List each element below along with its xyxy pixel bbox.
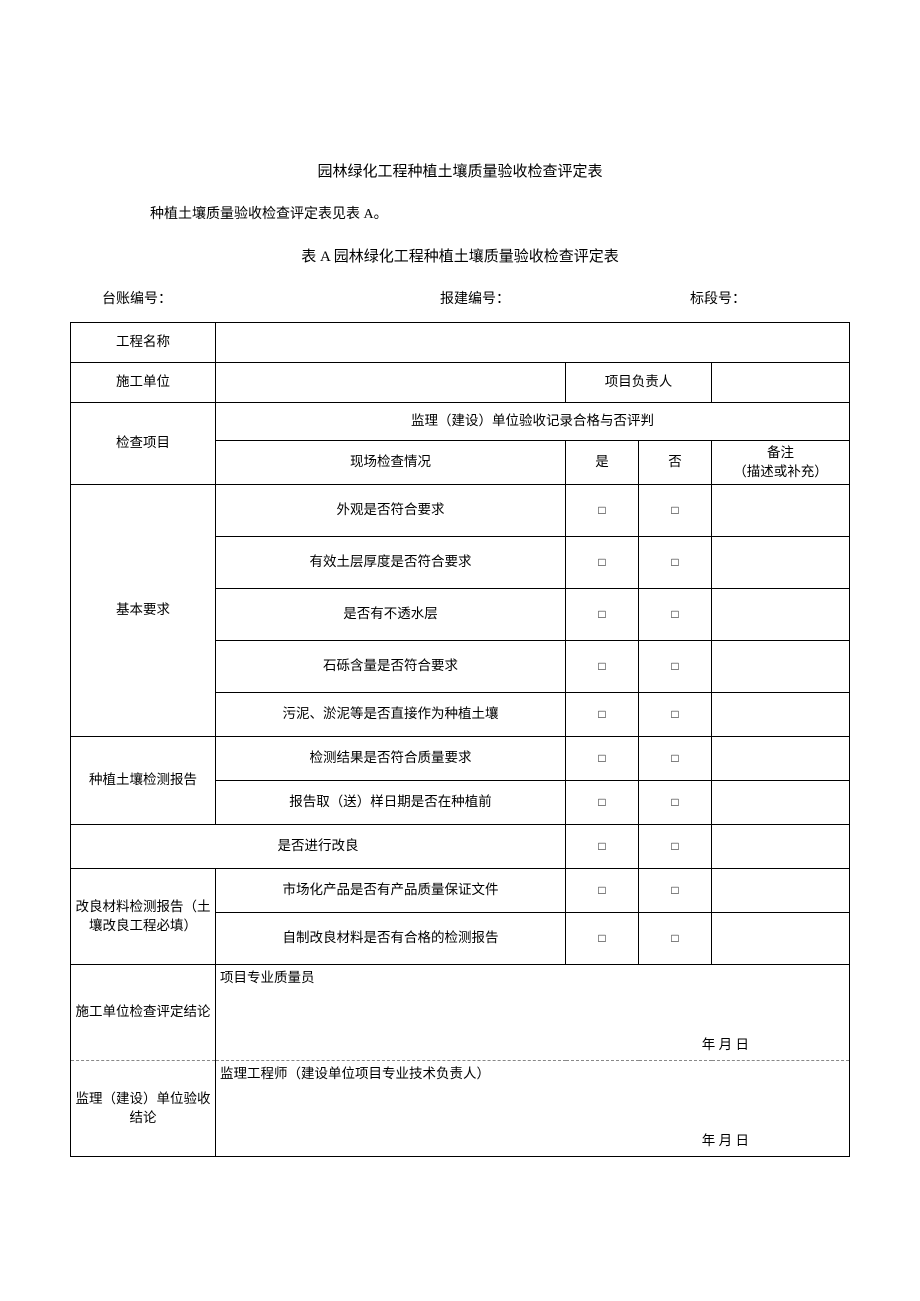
note-cell[interactable]: [712, 589, 850, 641]
note-cell[interactable]: [712, 869, 850, 913]
evaluation-table: 工程名称 施工单位 项目负责人 检查项目 监理（建设）单位验收记录合格与否评判 …: [70, 322, 850, 1157]
checkbox-no[interactable]: □: [639, 781, 712, 825]
table-row: 工程名称: [71, 323, 850, 363]
supervision-conclusion-block[interactable]: 监理工程师（建设单位项目专业技术负责人） 年 月 日: [216, 1061, 850, 1157]
no-header: 否: [639, 441, 712, 485]
checkbox-no[interactable]: □: [639, 825, 712, 869]
construction-conclusion-label: 施工单位检查评定结论: [71, 965, 216, 1061]
checkbox-yes[interactable]: □: [566, 825, 639, 869]
construction-unit-value[interactable]: [216, 363, 566, 403]
note-cell[interactable]: [712, 693, 850, 737]
checkbox-yes[interactable]: □: [566, 693, 639, 737]
section-number-label: 标段号：: [690, 288, 850, 308]
table-row: 检查项目 监理（建设）单位验收记录合格与否评判: [71, 403, 850, 441]
checkbox-yes[interactable]: □: [566, 781, 639, 825]
note-cell[interactable]: [712, 737, 850, 781]
project-leader-label: 项目负责人: [566, 363, 712, 403]
note-cell[interactable]: [712, 641, 850, 693]
checkbox-yes[interactable]: □: [566, 737, 639, 781]
checkbox-yes[interactable]: □: [566, 869, 639, 913]
construction-signer-label: 项目专业质量员: [220, 969, 315, 987]
header-row: 台账编号： 报建编号： 标段号：: [70, 288, 850, 308]
checkbox-no[interactable]: □: [639, 485, 712, 537]
onsite-check-header: 现场检查情况: [216, 441, 566, 485]
checkbox-no[interactable]: □: [639, 589, 712, 641]
sub-title: 表 A 园林绿化工程种植土壤质量验收检查评定表: [70, 245, 850, 266]
project-name-label: 工程名称: [71, 323, 216, 363]
check-item-label: 检查项目: [71, 403, 216, 485]
table-row: 施工单位检查评定结论 项目专业质量员 年 月 日: [71, 965, 850, 1061]
note-cell[interactable]: [712, 781, 850, 825]
table-row: 基本要求 外观是否符合要求 □ □: [71, 485, 850, 537]
yes-header: 是: [566, 441, 639, 485]
intro-text: 种植土壤质量验收检查评定表见表 A。: [70, 203, 850, 223]
construction-date-label: 年 月 日: [702, 1036, 749, 1054]
check-item-text: 自制改良材料是否有合格的检测报告: [216, 913, 566, 965]
report-number-label: 报建编号：: [440, 288, 690, 308]
main-title: 园林绿化工程种植土壤质量验收检查评定表: [70, 160, 850, 181]
basic-req-label: 基本要求: [71, 485, 216, 737]
table-row: 种植土壤检测报告 检测结果是否符合质量要求 □ □: [71, 737, 850, 781]
checkbox-yes[interactable]: □: [566, 913, 639, 965]
check-item-text: 污泥、淤泥等是否直接作为种植土壤: [216, 693, 566, 737]
note-cell[interactable]: [712, 913, 850, 965]
note-cell[interactable]: [712, 485, 850, 537]
soil-report-label: 种植土壤检测报告: [71, 737, 216, 825]
ledger-number-label: 台账编号：: [70, 288, 440, 308]
check-item-text: 报告取（送）样日期是否在种植前: [216, 781, 566, 825]
checkbox-no[interactable]: □: [639, 537, 712, 589]
supervision-date-label: 年 月 日: [702, 1132, 749, 1150]
checkbox-no[interactable]: □: [639, 641, 712, 693]
checkbox-yes[interactable]: □: [566, 589, 639, 641]
checkbox-no[interactable]: □: [639, 693, 712, 737]
checkbox-no[interactable]: □: [639, 869, 712, 913]
checkbox-no[interactable]: □: [639, 913, 712, 965]
project-name-value[interactable]: [216, 323, 850, 363]
check-item-text: 石砾含量是否符合要求: [216, 641, 566, 693]
check-item-text: 是否有不透水层: [216, 589, 566, 641]
check-item-text: 市场化产品是否有产品质量保证文件: [216, 869, 566, 913]
check-item-text: 外观是否符合要求: [216, 485, 566, 537]
construction-unit-label: 施工单位: [71, 363, 216, 403]
checkbox-yes[interactable]: □: [566, 537, 639, 589]
note-cell[interactable]: [712, 537, 850, 589]
construction-conclusion-block[interactable]: 项目专业质量员 年 月 日: [216, 965, 850, 1061]
improved-check-label: 是否进行改良: [71, 825, 566, 869]
checkbox-yes[interactable]: □: [566, 641, 639, 693]
checkbox-no[interactable]: □: [639, 737, 712, 781]
supervision-header: 监理（建设）单位验收记录合格与否评判: [216, 403, 850, 441]
check-item-text: 有效土层厚度是否符合要求: [216, 537, 566, 589]
improve-report-label: 改良材料检测报告（土壤改良工程必填）: [71, 869, 216, 965]
check-item-text: 检测结果是否符合质量要求: [216, 737, 566, 781]
note-header: 备注 （描述或补充）: [712, 441, 850, 485]
note-cell[interactable]: [712, 825, 850, 869]
table-row: 改良材料检测报告（土壤改良工程必填） 市场化产品是否有产品质量保证文件 □ □: [71, 869, 850, 913]
supervision-conclusion-label: 监理（建设）单位验收结论: [71, 1061, 216, 1157]
table-row: 施工单位 项目负责人: [71, 363, 850, 403]
supervision-signer-label: 监理工程师（建设单位项目专业技术负责人）: [220, 1065, 490, 1083]
table-row: 监理（建设）单位验收结论 监理工程师（建设单位项目专业技术负责人） 年 月 日: [71, 1061, 850, 1157]
checkbox-yes[interactable]: □: [566, 485, 639, 537]
project-leader-value[interactable]: [712, 363, 850, 403]
table-row: 是否进行改良 □ □: [71, 825, 850, 869]
